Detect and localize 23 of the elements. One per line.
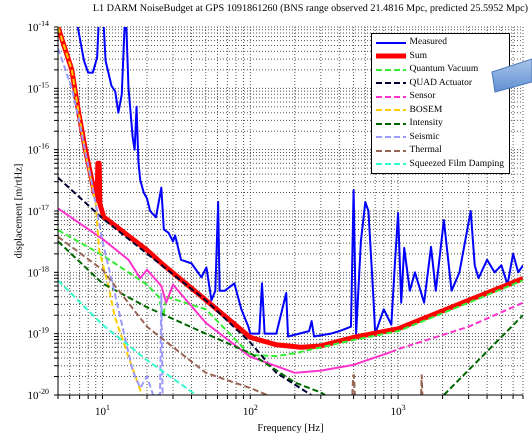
chart-title: L1 DARM NoiseBudget at GPS 1091861260 (BNS range observed 21.4816 Mpc, predicted 25.5952 Mpc) <box>92 3 528 14</box>
y-tick-label: 10$^{-14}$ <box>27 19 50 34</box>
legend-label: QUAD Actuator <box>410 76 472 90</box>
legend-label: Seismic <box>410 130 440 144</box>
y-axis-title: displacement [m/rtHz] <box>14 164 25 258</box>
x-tick-label: 10$^{1}$ <box>95 403 110 418</box>
y-tick-label: 10$^{-17}$ <box>27 203 50 218</box>
legend-label: Thermal <box>410 144 442 157</box>
x-tick-label: 10$^{3}$ <box>390 403 406 418</box>
legend-label: Intensity <box>410 117 443 130</box>
legend-label: Sum <box>410 50 427 62</box>
legend-label: Squeezed Film Damping <box>410 158 504 170</box>
y-tick-label: 10$^{-18}$ <box>27 264 50 280</box>
legend-label: Measured <box>410 36 447 49</box>
y-tick-label: 10$^{-16}$ <box>27 142 50 157</box>
legend-label: Quantum Vacuum <box>410 63 478 76</box>
legend-label: BOSEM <box>410 104 442 116</box>
y-tick-label: 10$^{-15}$ <box>27 80 50 96</box>
x-tick-label: 10$^{2}$ <box>242 403 258 418</box>
x-axis-title: Frequency [Hz] <box>257 423 324 433</box>
legend-label: Sensor <box>410 90 436 103</box>
y-tick-label: 10$^{-19}$ <box>27 326 50 341</box>
y-tick-label: 10$^{-20}$ <box>27 387 50 402</box>
